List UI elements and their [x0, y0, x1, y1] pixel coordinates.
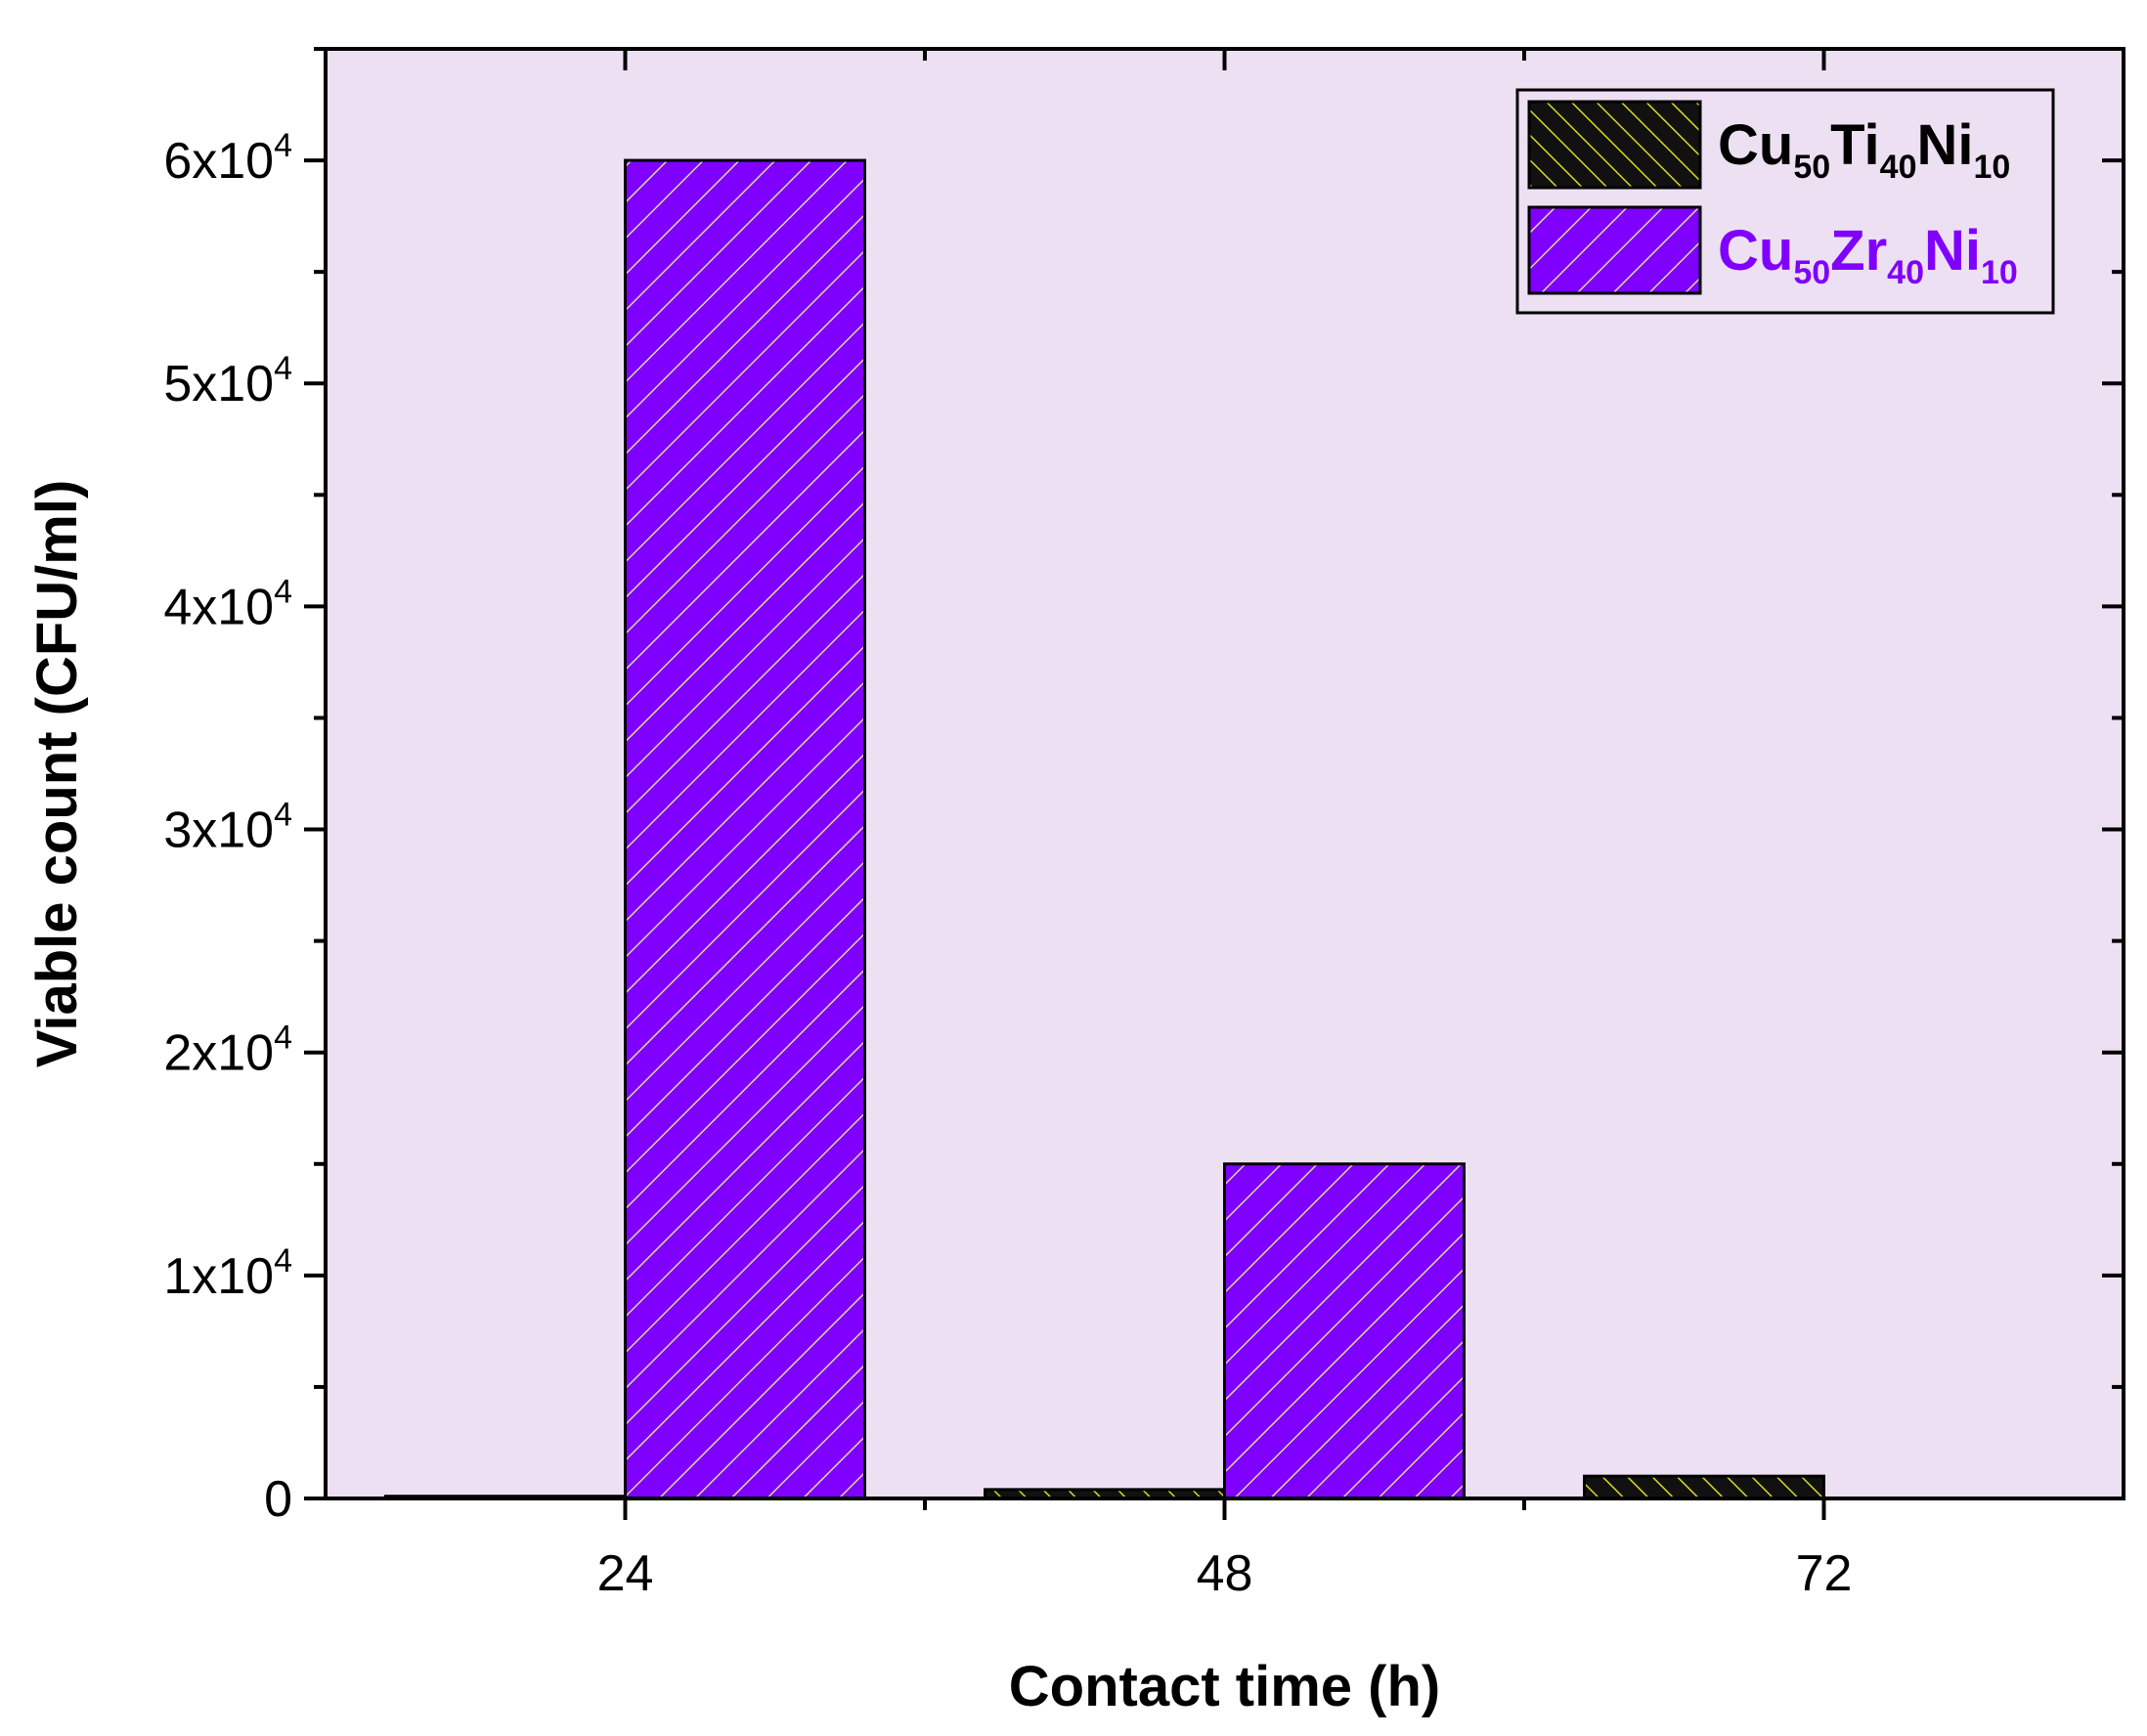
- y-tick-label: 6x104: [163, 127, 292, 190]
- y-tick-labels: 0 1x104 2x104 3x104 4x104 5x104 6x104: [163, 127, 292, 1528]
- bar-Cu50Zr40Ni10-48: [1223, 1162, 1466, 1500]
- y-tick-label: 0: [264, 1471, 292, 1528]
- legend-swatch: [1527, 100, 1702, 190]
- axis-ticks: [304, 47, 2124, 1520]
- y-tick-label: 1x104: [163, 1242, 292, 1305]
- y-tick-label: 4x104: [163, 573, 292, 635]
- legend-label: Cu50Ti40Ni10: [1718, 113, 2010, 186]
- y-tick-label: 5x104: [163, 350, 292, 412]
- bar-Cu50Zr40Ni10-24: [624, 158, 866, 1500]
- y-axis-title: Viable count (CFU/ml): [25, 480, 89, 1068]
- x-tick-labels: 24 48 72: [597, 1545, 1853, 1602]
- legend-swatch: [1527, 205, 1702, 295]
- x-tick-label: 72: [1796, 1545, 1853, 1602]
- legend-label: Cu50Zr40Ni10: [1718, 219, 2018, 291]
- y-tick-label: 2x104: [163, 1020, 292, 1082]
- y-tick-label: 3x104: [163, 797, 292, 859]
- legend: Cu50Ti40Ni10 Cu50Zr40Ni10: [1515, 88, 2055, 315]
- x-axis-title: Contact time (h): [1009, 1655, 1440, 1718]
- x-tick-label: 48: [1197, 1545, 1253, 1602]
- bar-Cu50Ti40Ni10-72: [1583, 1474, 1825, 1500]
- legend-box: [1515, 88, 2055, 315]
- x-tick-label: 24: [597, 1545, 654, 1602]
- bars-group: [384, 158, 1825, 1500]
